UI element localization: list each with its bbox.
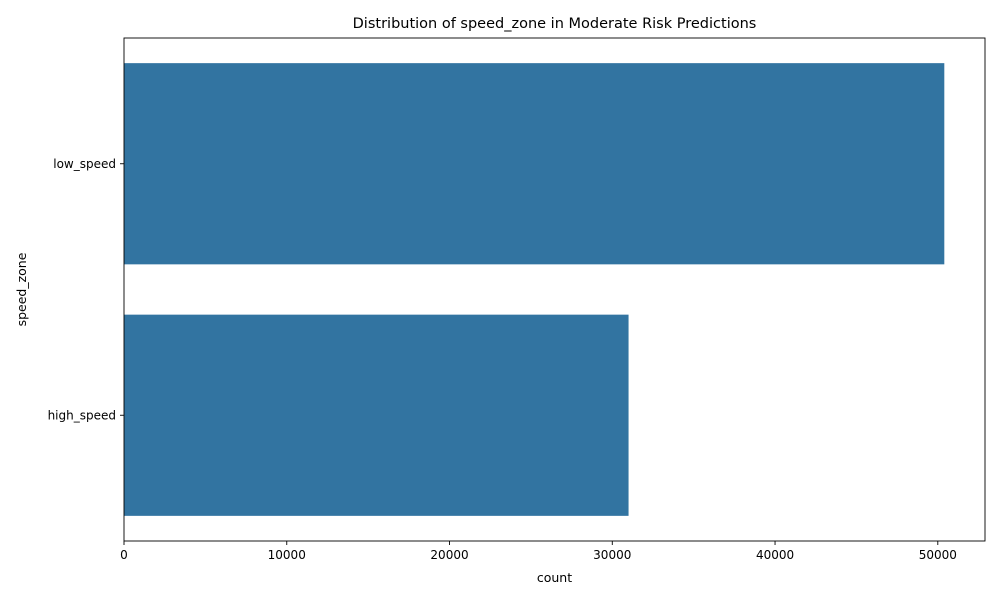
x-tick-label: 20000 [430, 548, 468, 562]
y-tick-label: low_speed [53, 157, 116, 171]
y-axis-label: speed_zone [14, 252, 29, 326]
x-tick-label: 0 [120, 548, 128, 562]
bars-group [124, 63, 945, 516]
bar-high-speed [124, 314, 629, 516]
y-ticks-group: low_speed high_speed [48, 157, 124, 422]
plot-frame [123, 37, 986, 542]
x-tick-label: 50000 [919, 548, 957, 562]
x-tick-label: 10000 [268, 548, 306, 562]
x-tick-label: 30000 [593, 548, 631, 562]
x-tick-label: 40000 [756, 548, 794, 562]
chart-title: Distribution of speed_zone in Moderate R… [353, 16, 757, 32]
x-ticks-group: 0 10000 20000 30000 40000 50000 [120, 541, 957, 562]
x-axis-label: count [537, 570, 572, 585]
bar-low-speed [124, 63, 945, 265]
y-tick-label: high_speed [48, 408, 116, 422]
